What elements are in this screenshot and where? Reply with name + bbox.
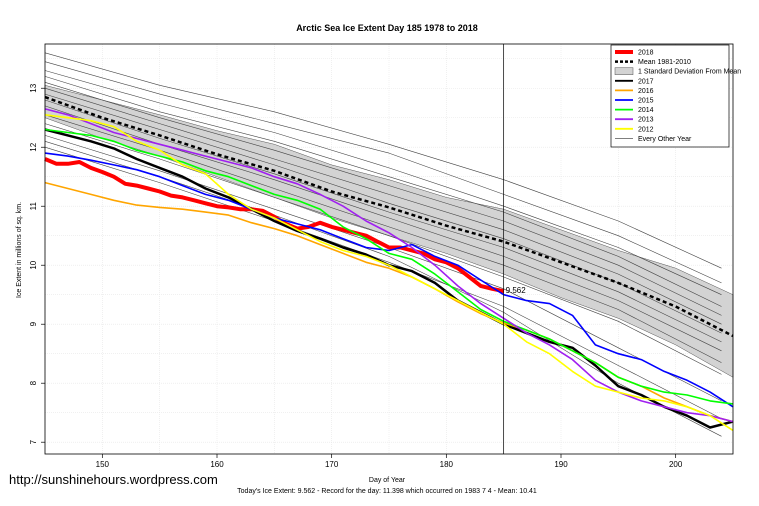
chart-title: Arctic Sea Ice Extent Day 185 1978 to 20… [296,23,478,33]
series-line-other-year [44,61,722,284]
legend-label: 2015 [638,98,654,105]
legend-label: 2014 [638,107,654,114]
x-tick-label: 200 [669,460,683,469]
series-line-2014 [44,128,734,405]
x-tick-label: 150 [96,460,110,469]
series-line-other-year [44,87,722,325]
legend-label: Mean 1981-2010 [638,59,691,66]
mean-line [44,95,734,338]
y-tick-label: 8 [29,380,38,385]
footer-summary: Today's Ice Extent: 9.562 - Record for t… [237,488,537,495]
series-line-other-year [44,76,722,307]
plot-frame [44,43,734,455]
current-value-label: 9.562 [506,286,527,295]
x-tick-label: 170 [325,460,339,469]
legend-label: 2013 [638,117,654,124]
series-line-other-year [44,146,722,419]
legend-label: 2016 [638,88,654,95]
legend-label: 2012 [638,126,654,133]
legend-label: 2017 [638,78,654,85]
series-line-other-year [44,123,722,375]
legend-label: 2018 [638,50,654,57]
y-tick-label: 9 [29,321,38,326]
y-tick-label: 7 [29,439,38,444]
y-tick-label: 10 [29,260,38,269]
legend-swatch [614,67,634,75]
series-line-other-year [44,70,722,295]
x-tick-label: 190 [554,460,568,469]
series-line-2012 [44,114,734,432]
x-axis-label: Day of Year [369,477,406,484]
y-tick-label: 11 [29,202,38,211]
y-tick-label: 13 [29,83,38,92]
legend: 2018 Mean 1981-2010 1 Standard Deviation F… [610,44,741,148]
y-axis-label: Ice Extent in millions of sq. km. [16,202,23,298]
series-line-other-year [44,99,722,343]
series-line-2018 [44,157,505,294]
series-line-other-year [44,82,722,316]
watermark-url: http://sunshinehours.wordpress.com [9,472,218,487]
series-lines [44,52,734,437]
y-axis: 7 8 9 10 11 12 13 [29,83,45,444]
series-line-other-year [44,52,722,269]
x-axis: 150 160 170 180 190 200 [96,454,683,469]
x-tick-label: 180 [440,460,454,469]
x-tick-label: 160 [210,460,224,469]
legend-label: 1 Standard Deviation From Mean [638,69,741,76]
series-line-2015 [44,152,734,408]
legend-label: Every Other Year [638,136,692,143]
y-tick-label: 12 [29,142,38,151]
